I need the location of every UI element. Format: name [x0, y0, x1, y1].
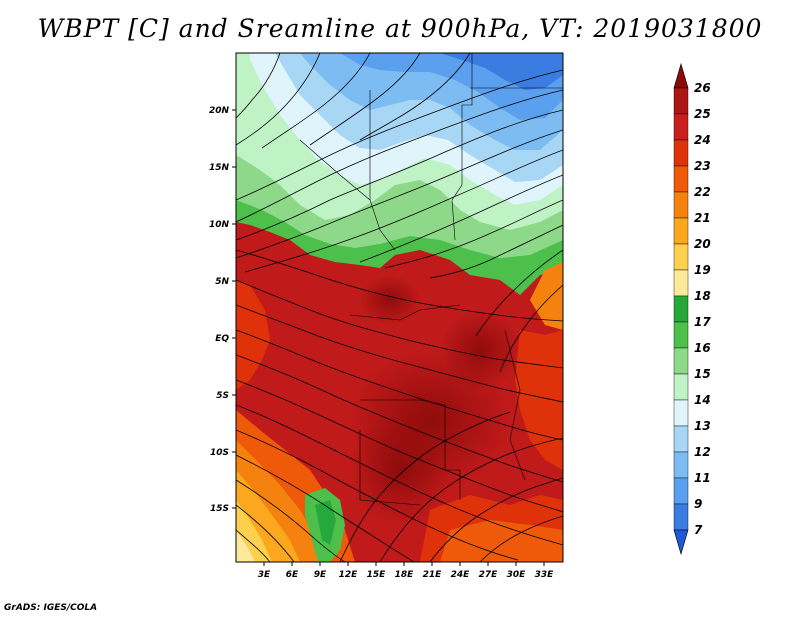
lat-label-15s: 15S: [210, 504, 229, 514]
lon-label-27e: 27E: [479, 570, 499, 580]
colorbar-label: 13: [694, 419, 711, 433]
colorbar-label: 11: [694, 471, 711, 485]
colorbar-segment: [673, 295, 689, 323]
colorbar-min-arrow: [673, 529, 689, 556]
colorbar-segment: [673, 373, 689, 401]
chart-title: WBPT [C] and Sreamline at 900hPa, VT: 20…: [37, 14, 763, 43]
colorbar-label: 15: [694, 367, 711, 381]
lat-label-5s: 5S: [216, 391, 229, 401]
colorbar-segment: [673, 217, 689, 245]
colorbar-segment: [673, 321, 689, 349]
wbpt-shaded-field: [236, 53, 563, 562]
lon-label-3e: 3E: [258, 570, 271, 580]
colorbar-segment: [673, 191, 689, 219]
colorbar-label: 26: [694, 81, 711, 95]
colorbar-segment: [673, 113, 689, 141]
colorbar-label: 9: [694, 497, 702, 511]
colorbar-label: 23: [694, 159, 711, 173]
lat-label-5n: 5N: [215, 277, 229, 287]
colorbar-segment: [673, 399, 689, 427]
colorbar-label: 18: [694, 289, 711, 303]
colorbar-segment: [673, 503, 689, 531]
lon-label-21e: 21E: [423, 570, 443, 580]
colorbar-segment: [673, 87, 689, 115]
colorbar-label: 12: [694, 445, 711, 459]
colorbar-label: 21: [694, 211, 711, 225]
lat-label-10s: 10S: [210, 448, 229, 458]
colorbar-label: 19: [694, 263, 711, 277]
longitude-axis: 3E 6E 9E 12E 15E 18E 21E 24E 27E 30E 33E: [258, 562, 554, 580]
latitude-axis: 20N 15N 10N 5N EQ 5S 10S 15S: [209, 106, 236, 514]
colorbar-segment: [673, 451, 689, 479]
colorbar-label: 24: [694, 133, 711, 147]
lon-label-6e: 6E: [286, 570, 299, 580]
lat-label-20n: 20N: [209, 106, 230, 116]
lat-label-eq: EQ: [215, 334, 229, 344]
lon-label-18e: 18E: [395, 570, 415, 580]
colorbar-label: 16: [694, 341, 711, 355]
lon-label-30e: 30E: [507, 570, 527, 580]
colorbar-segment: [673, 139, 689, 167]
lat-label-15n: 15N: [209, 163, 230, 173]
lat-label-10n: 10N: [209, 220, 230, 230]
grads-credit: GrADS: IGES/COLA: [4, 603, 98, 613]
colorbar-label: 17: [694, 315, 711, 329]
colorbar-segment: [673, 425, 689, 453]
lon-label-15e: 15E: [367, 570, 387, 580]
colorbar-label: 14: [694, 393, 711, 407]
plot-frame: [235, 52, 564, 563]
colorbar-segment: [673, 243, 689, 271]
lon-label-24e: 24E: [451, 570, 471, 580]
colorbar: 26 25 24 23 22 21 20 19 18 17 16 15 14 13 12 11 9 7: [673, 62, 711, 556]
colorbar-label: 7: [694, 523, 703, 537]
colorbar-max-arrow: [673, 62, 689, 89]
colorbar-segment: [673, 477, 689, 505]
lon-label-33e: 33E: [535, 570, 555, 580]
colorbar-segment: [673, 347, 689, 375]
lon-label-12e: 12E: [339, 570, 359, 580]
colorbar-label: 25: [694, 107, 711, 121]
lon-label-9e: 9E: [314, 570, 327, 580]
colorbar-segment: [673, 269, 689, 297]
colorbar-label: 22: [694, 185, 711, 199]
colorbar-segment: [673, 165, 689, 193]
colorbar-label: 20: [694, 237, 711, 251]
country-borders: [299, 53, 563, 506]
